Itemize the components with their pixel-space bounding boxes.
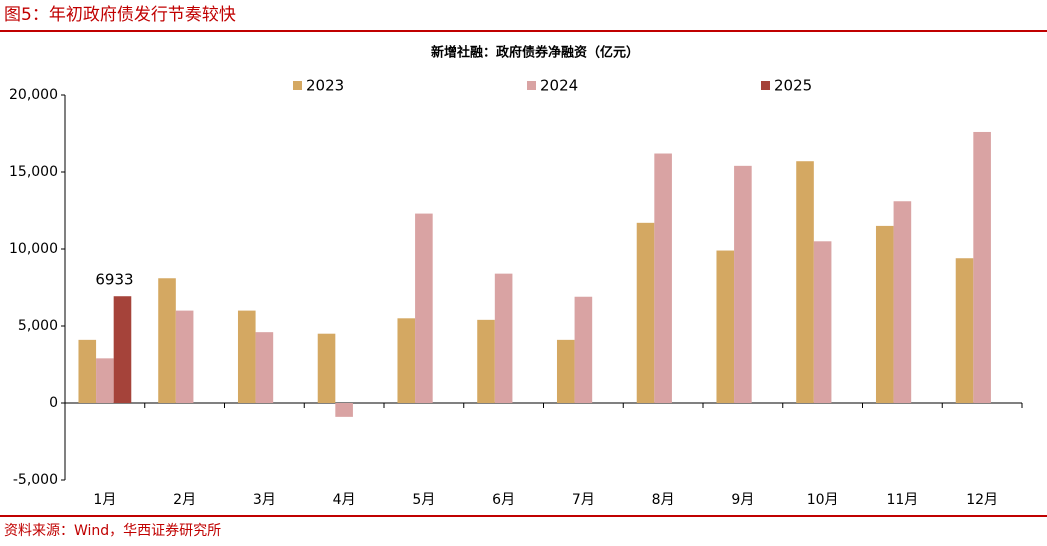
bar: [237, 310, 256, 403]
x-tick-label: 7月: [572, 492, 595, 508]
figure-title: 图5：年初政府债发行节奏较快: [4, 5, 236, 25]
x-tick-label: 3月: [253, 492, 276, 508]
bar: [813, 241, 832, 403]
x-tick-label: 12月: [966, 492, 998, 508]
x-tick-label: 4月: [333, 492, 356, 508]
chart-title: 新增社融：政府债券净融资（亿元）: [431, 45, 639, 61]
bar: [78, 339, 97, 403]
bar: [415, 213, 433, 403]
x-tick-label: 6月: [492, 492, 515, 508]
x-tick-label: 11月: [886, 492, 918, 508]
bar: [335, 403, 353, 417]
bar: [477, 319, 495, 403]
x-tick-label: 2月: [173, 492, 196, 508]
bar: [494, 273, 513, 403]
x-tick-label: 10月: [807, 492, 839, 508]
y-tick-label: 5,000: [18, 318, 58, 334]
bar: [955, 258, 974, 403]
bar: [255, 332, 274, 403]
bar: [397, 318, 416, 403]
legend-swatch: [527, 81, 536, 90]
bar: [175, 310, 194, 403]
y-tick-label: 10,000: [9, 241, 58, 257]
bar: [113, 296, 132, 403]
bar: [796, 161, 814, 403]
y-tick-label: 20,000: [9, 87, 58, 103]
bar: [574, 296, 593, 403]
y-tick-label: 15,000: [9, 164, 58, 180]
x-tick-label: 8月: [652, 492, 675, 508]
bar: [556, 339, 575, 403]
legend-label: 2025: [774, 77, 812, 95]
y-tick-label: 0: [49, 395, 58, 411]
x-tick-label: 9月: [731, 492, 754, 508]
data-label: 6933: [95, 271, 133, 289]
bar: [875, 225, 894, 403]
legend-swatch: [761, 81, 770, 90]
x-tick-label: 1月: [93, 492, 116, 508]
bar: [893, 201, 912, 403]
bar: [716, 250, 735, 403]
x-tick-label: 5月: [412, 492, 435, 508]
legend-label: 2024: [540, 77, 578, 95]
bar: [654, 153, 672, 403]
source: 资料来源：Wind，华西证券研究所: [4, 523, 221, 539]
legend-label: 2023: [306, 77, 344, 95]
y-tick-label: -5,000: [13, 472, 58, 488]
bar: [734, 165, 752, 403]
legend-swatch: [293, 81, 302, 90]
bar: [636, 222, 655, 403]
bar: [317, 333, 336, 403]
bar: [973, 131, 991, 403]
bar: [96, 358, 114, 403]
bar: [158, 278, 176, 403]
